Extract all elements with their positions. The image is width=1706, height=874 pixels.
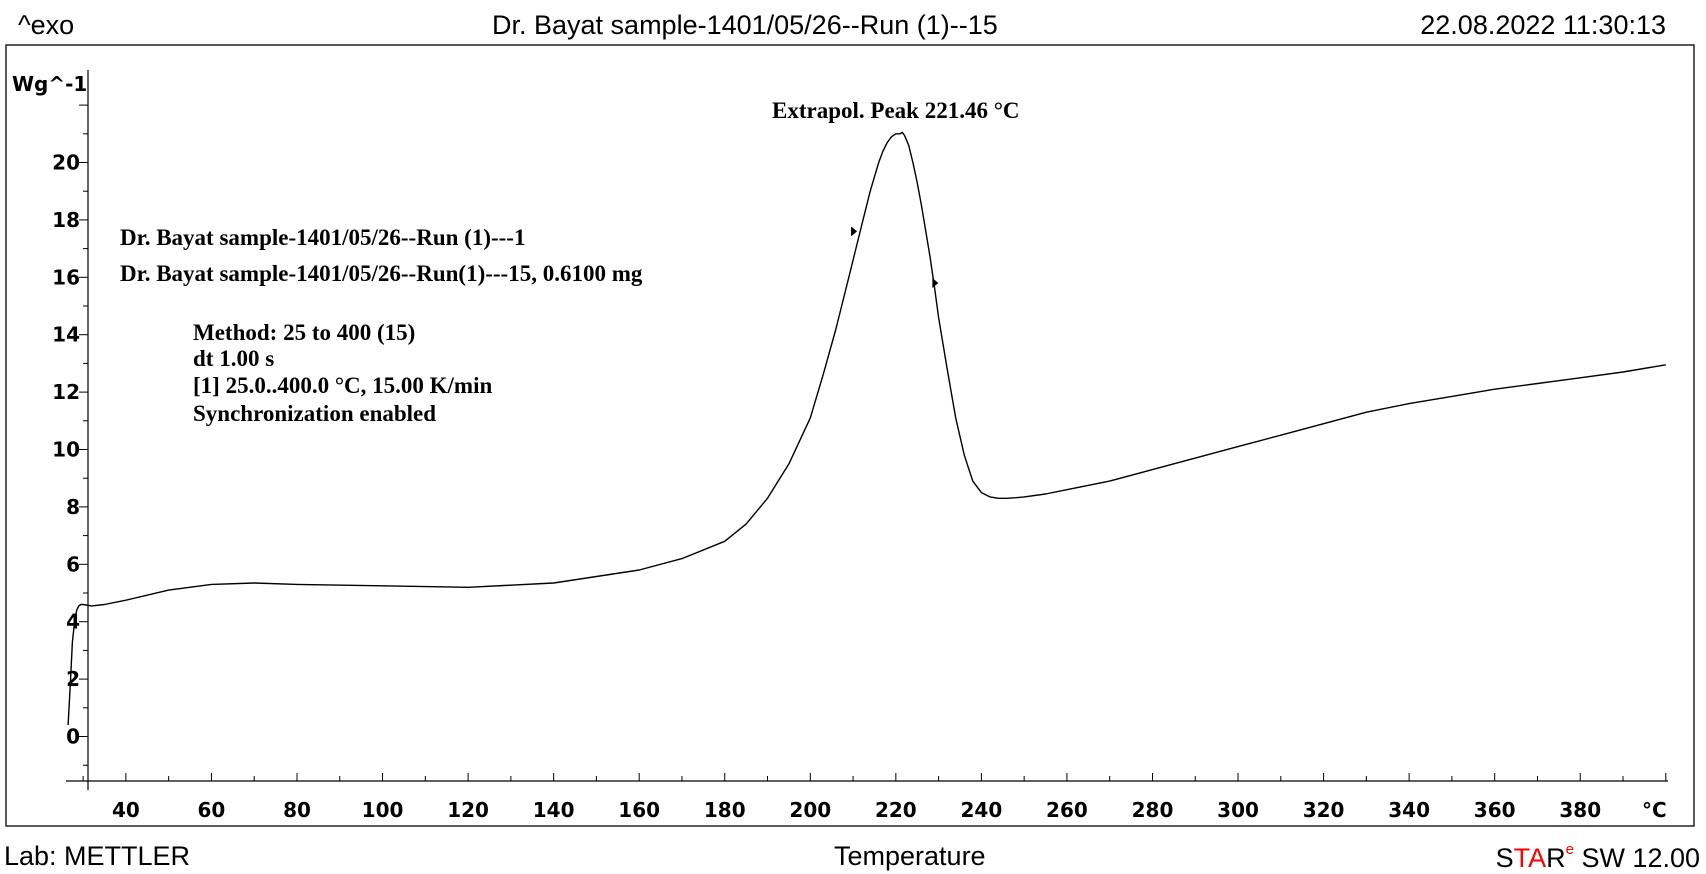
brand-ta: TA bbox=[1513, 843, 1547, 873]
curve-name-annotation: Dr. Bayat sample-1401/05/26--Run (1)---1 bbox=[120, 225, 525, 250]
x-tick-label: 240 bbox=[961, 798, 1003, 822]
x-tick-label: 40 bbox=[112, 798, 140, 822]
y-tick-label: 2 bbox=[66, 667, 80, 691]
axes bbox=[66, 70, 1668, 790]
lab-label: Lab: METTLER bbox=[4, 841, 191, 871]
x-tick-label: 300 bbox=[1217, 798, 1259, 822]
y-tick-label: 6 bbox=[66, 552, 80, 576]
y-tick-label: 10 bbox=[52, 438, 80, 462]
y-tick-label: 4 bbox=[66, 610, 80, 634]
y-tick-label: 16 bbox=[52, 265, 80, 289]
brand-sup: e bbox=[1565, 841, 1574, 858]
series-group bbox=[67, 131, 1666, 726]
dt-annotation: dt 1.00 s bbox=[193, 346, 274, 371]
x-tick-label: 120 bbox=[447, 798, 489, 822]
segment-annotation: [1] 25.0..400.0 °C, 15.00 K/min bbox=[193, 373, 492, 398]
x-tick-label: 260 bbox=[1046, 798, 1088, 822]
x-tick-label: 380 bbox=[1559, 798, 1601, 822]
series-line bbox=[67, 131, 1666, 726]
y-tick-label: 8 bbox=[66, 495, 80, 519]
x-unit-label: °C bbox=[1642, 798, 1667, 822]
x-tick-label: 100 bbox=[362, 798, 404, 822]
x-tick-label: 180 bbox=[704, 798, 746, 822]
sample-annotation: Dr. Bayat sample-1401/05/26--Run(1)---15… bbox=[120, 261, 643, 286]
x-tick-label: 320 bbox=[1303, 798, 1345, 822]
brand-version: SW 12.00 bbox=[1573, 843, 1700, 873]
peak-annotation: Extrapol. Peak 221.46 °C bbox=[772, 98, 1020, 123]
y-tick-label: 18 bbox=[52, 208, 80, 232]
method-annotation: Method: 25 to 400 (15) bbox=[193, 320, 415, 345]
timestamp: 22.08.2022 11:30:13 bbox=[1420, 10, 1666, 40]
x-tick-label: 140 bbox=[533, 798, 575, 822]
x-tick-label: 60 bbox=[198, 798, 226, 822]
x-tick-label: 200 bbox=[789, 798, 831, 822]
markers-group bbox=[851, 226, 939, 289]
plot-frame bbox=[5, 44, 1695, 827]
y-tick-label: 14 bbox=[52, 323, 80, 347]
x-tick-label: 160 bbox=[618, 798, 660, 822]
x-tick-label: 360 bbox=[1474, 798, 1516, 822]
x-tick-label: 340 bbox=[1388, 798, 1430, 822]
brand-r: R bbox=[1546, 843, 1566, 873]
limit-marker bbox=[851, 226, 858, 237]
x-axis-title: Temperature bbox=[834, 841, 986, 871]
y-unit-label: Wg^-1 bbox=[12, 72, 87, 96]
software-brand: STARe SW 12.00 bbox=[1496, 841, 1700, 874]
sync-annotation: Synchronization enabled bbox=[193, 401, 436, 426]
y-tick-label: 0 bbox=[66, 725, 80, 749]
ticks: 40 60 80 100 120 140 160 180 200 220 240 260 280 300 3… bbox=[52, 104, 1667, 822]
curve-title: Dr. Bayat sample-1401/05/26--Run (1)--15 bbox=[492, 10, 998, 40]
limit-marker bbox=[932, 278, 939, 289]
brand-s: S bbox=[1495, 843, 1514, 873]
exo-direction-label: ^exo bbox=[18, 10, 75, 40]
y-tick-label: 20 bbox=[52, 151, 80, 175]
x-tick-label: 280 bbox=[1132, 798, 1174, 822]
y-tick-label: 12 bbox=[52, 380, 80, 404]
x-tick-label: 80 bbox=[283, 798, 311, 822]
x-tick-label: 220 bbox=[875, 798, 917, 822]
